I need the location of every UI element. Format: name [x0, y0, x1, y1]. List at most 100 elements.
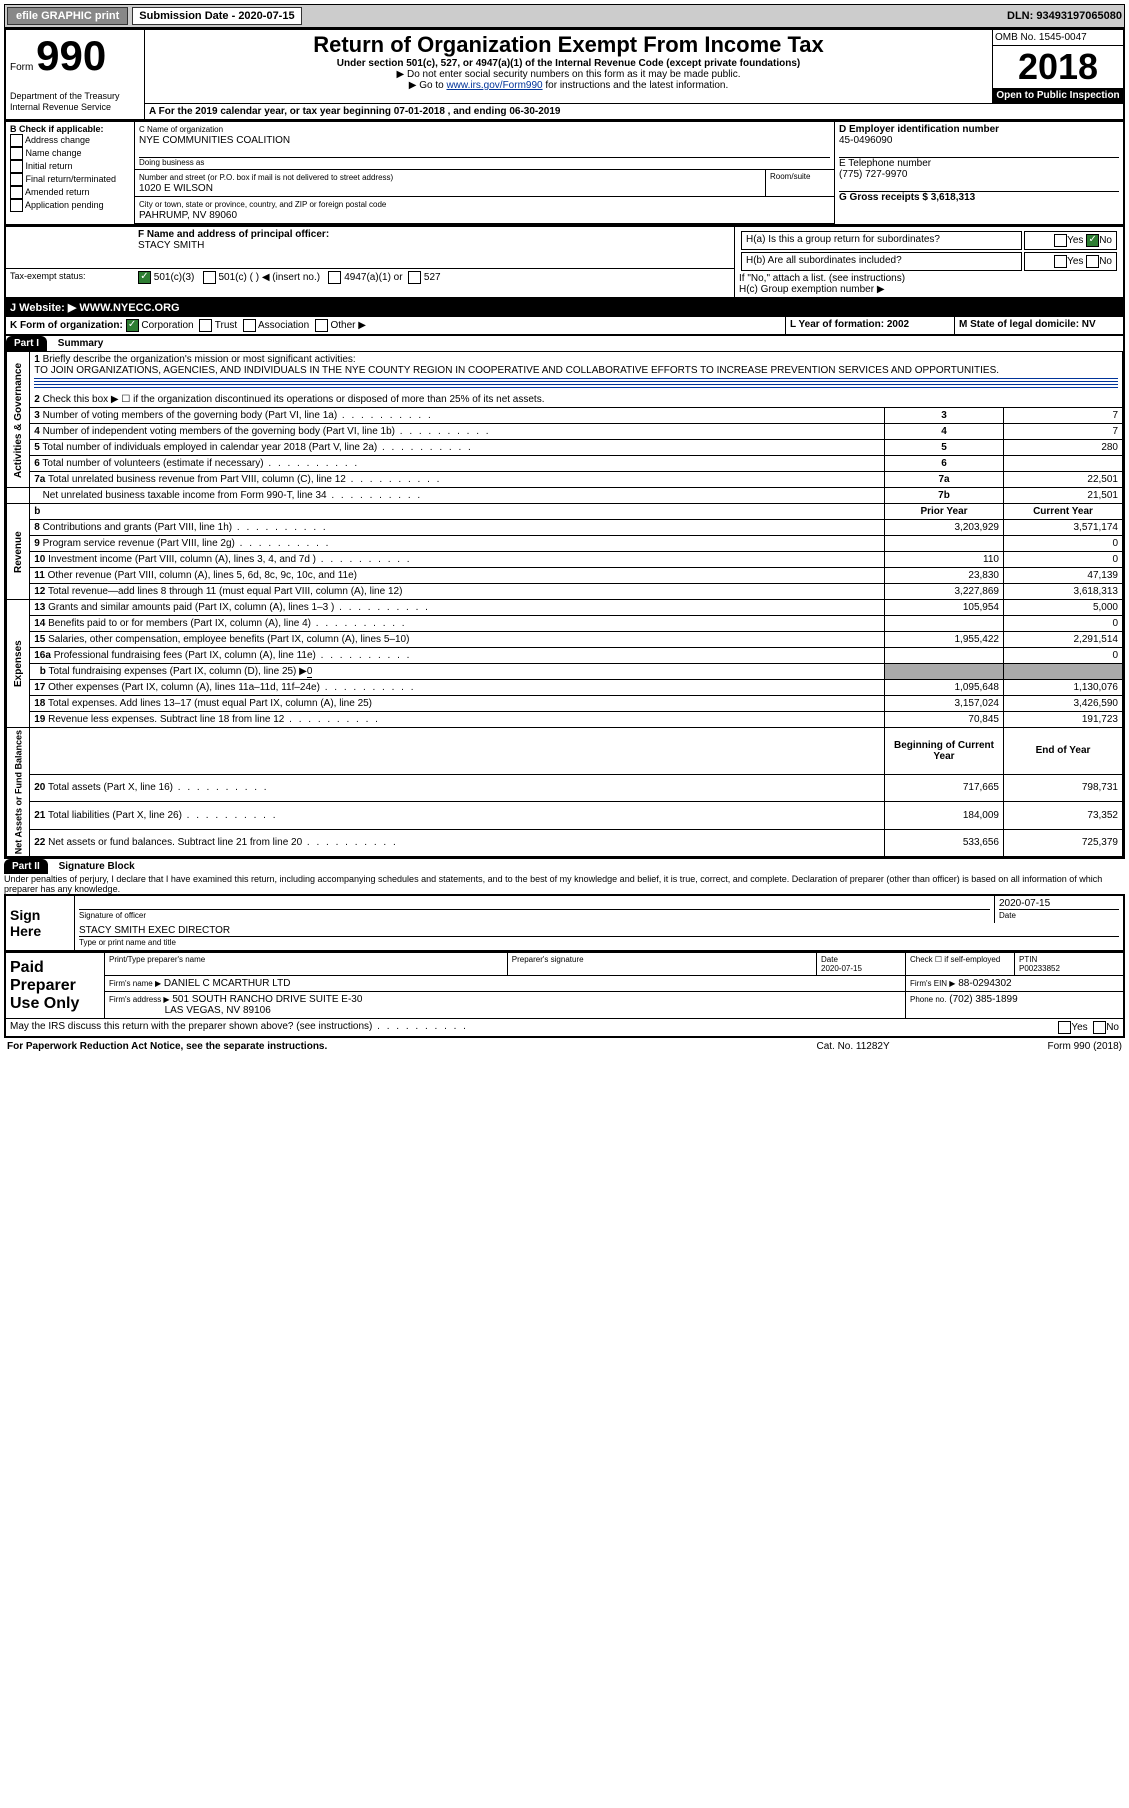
p10: 110 [885, 552, 1004, 568]
527-checkbox[interactable] [408, 271, 421, 284]
p8: 3,203,929 [885, 520, 1004, 536]
val-l6 [1004, 456, 1123, 472]
room-label: Room/suite [766, 170, 835, 197]
sig-date-label: Date [999, 911, 1016, 920]
line15: Salaries, other compensation, employee b… [48, 634, 409, 645]
check-self: Check ☐ if self-employed [906, 953, 1015, 976]
website-bar: J Website: ▶ WWW.NYECC.ORG [4, 299, 1125, 316]
p13: 105,954 [885, 600, 1004, 616]
p15: 1,955,422 [885, 632, 1004, 648]
part2-header: Part II [4, 859, 48, 874]
prep-sig-label: Preparer's signature [507, 953, 816, 976]
527-label: 527 [424, 273, 441, 284]
c15: 2,291,514 [1004, 632, 1123, 648]
app-pending-checkbox[interactable] [10, 199, 23, 212]
hb-no-checkbox[interactable] [1086, 255, 1099, 268]
p9 [885, 536, 1004, 552]
footer-mid: Cat. No. 11282Y [765, 1040, 942, 1053]
c14: 0 [1004, 616, 1123, 632]
c16a: 0 [1004, 648, 1123, 664]
ha-no-checkbox[interactable]: ✓ [1086, 234, 1099, 247]
other-label: Other ▶ [330, 320, 365, 331]
website-value: WWW.NYECC.ORG [79, 302, 179, 314]
line1-label: Briefly describe the organization's miss… [43, 354, 356, 365]
hb-no: No [1099, 256, 1112, 267]
end-year-label: End of Year [1004, 728, 1123, 775]
section-netassets: Net Assets or Fund Balances [7, 728, 30, 857]
instructions-link[interactable]: www.irs.gov/Form990 [446, 80, 542, 91]
initial-return-checkbox[interactable] [10, 160, 23, 173]
amended-checkbox[interactable] [10, 186, 23, 199]
line18: Total expenses. Add lines 13–17 (must eq… [48, 698, 372, 709]
omb-number: OMB No. 1545-0047 [993, 30, 1123, 46]
name-change-checkbox[interactable] [10, 147, 23, 160]
box-m: M State of legal domicile: NV [959, 319, 1096, 330]
signature-table: Sign Here Signature of officer 2020-07-1… [4, 894, 1125, 952]
line16a: Professional fundraising fees (Part IX, … [54, 650, 412, 661]
line11: Other revenue (Part VIII, column (A), li… [48, 570, 357, 581]
form-number: 990 [36, 32, 106, 79]
goto-post: for instructions and the latest informat… [545, 80, 728, 91]
prior-year-label: Prior Year [885, 504, 1004, 520]
4947-checkbox[interactable] [328, 271, 341, 284]
line7b: Net unrelated business taxable income fr… [43, 490, 423, 501]
other-checkbox[interactable] [315, 319, 328, 332]
line10: Investment income (Part VIII, column (A)… [48, 554, 411, 565]
prep-name-label: Print/Type preparer's name [105, 953, 508, 976]
501c-label: 501(c) ( ) ◀ (insert no.) [218, 273, 320, 284]
hb-yes-checkbox[interactable] [1054, 255, 1067, 268]
trust-checkbox[interactable] [199, 319, 212, 332]
c21: 73,352 [1004, 802, 1123, 830]
officer-group-section: F Name and address of principal officer:… [4, 226, 1125, 299]
final-return-label: Final return/terminated [26, 174, 117, 184]
line14: Benefits paid to or for members (Part IX… [48, 618, 406, 629]
footer-right: Form 990 (2018) [943, 1040, 1123, 1053]
line3: Number of voting members of the governin… [43, 410, 433, 421]
part1-title: Summary [58, 338, 104, 349]
c11: 47,139 [1004, 568, 1123, 584]
ha-yes: Yes [1067, 235, 1083, 246]
phone-value: (775) 727-9970 [839, 169, 907, 180]
entity-info: B Check if applicable: Address change Na… [4, 121, 1125, 226]
hc-label: H(c) Group exemption number ▶ [739, 284, 1119, 295]
501c-checkbox[interactable] [203, 271, 216, 284]
prep-date-label: Date [821, 955, 838, 964]
dba-label: Doing business as [139, 157, 830, 167]
corp-checkbox[interactable]: ✓ [126, 319, 139, 332]
firm-addr-label: Firm's address ▶ [109, 995, 170, 1004]
firm-addr2: LAS VEGAS, NV 89106 [165, 1005, 271, 1016]
firm-addr1: 501 SOUTH RANCHO DRIVE SUITE E-30 [172, 994, 362, 1005]
amended-label: Amended return [25, 187, 90, 197]
4947-label: 4947(a)(1) or [344, 273, 402, 284]
c8: 3,571,174 [1004, 520, 1123, 536]
assoc-checkbox[interactable] [243, 319, 256, 332]
dln: DLN: 93493197065080 [1007, 10, 1122, 22]
current-year-label: Current Year [1004, 504, 1123, 520]
addr-label: Number and street (or P.O. box if mail i… [139, 173, 393, 182]
box-g: G Gross receipts $ 3,618,313 [839, 191, 1119, 203]
final-return-checkbox[interactable] [10, 173, 23, 186]
hb-yes: Yes [1067, 256, 1083, 267]
val-l3: 7 [1004, 408, 1123, 424]
ha-yes-checkbox[interactable] [1054, 234, 1067, 247]
phone-label: Phone no. [910, 995, 946, 1004]
box-c-name-label: C Name of organization [139, 125, 223, 134]
box-d-label: D Employer identification number [839, 124, 999, 135]
sig-officer-label: Signature of officer [79, 911, 146, 920]
taxstatus-label: Tax-exempt status: [5, 269, 134, 298]
c20: 798,731 [1004, 774, 1123, 802]
discuss-no-checkbox[interactable] [1093, 1021, 1106, 1034]
val-l5: 280 [1004, 440, 1123, 456]
assoc-label: Association [258, 320, 309, 331]
efile-print-button[interactable]: efile GRAPHIC print [7, 7, 128, 25]
addr-change-checkbox[interactable] [10, 134, 23, 147]
discuss-yes-checkbox[interactable] [1058, 1021, 1071, 1034]
firm-name: DANIEL C MCARTHUR LTD [164, 978, 291, 989]
footer-left: For Paperwork Reduction Act Notice, see … [7, 1041, 327, 1052]
line19: Revenue less expenses. Subtract line 18 … [48, 714, 380, 725]
line16b-pre: Total fundraising expenses (Part IX, col… [49, 666, 307, 677]
501c3-checkbox[interactable]: ✓ [138, 271, 151, 284]
line1-text: TO JOIN ORGANIZATIONS, AGENCIES, AND IND… [34, 365, 999, 376]
org-name: NYE COMMUNITIES COALITION [139, 135, 290, 146]
p12: 3,227,869 [885, 584, 1004, 600]
